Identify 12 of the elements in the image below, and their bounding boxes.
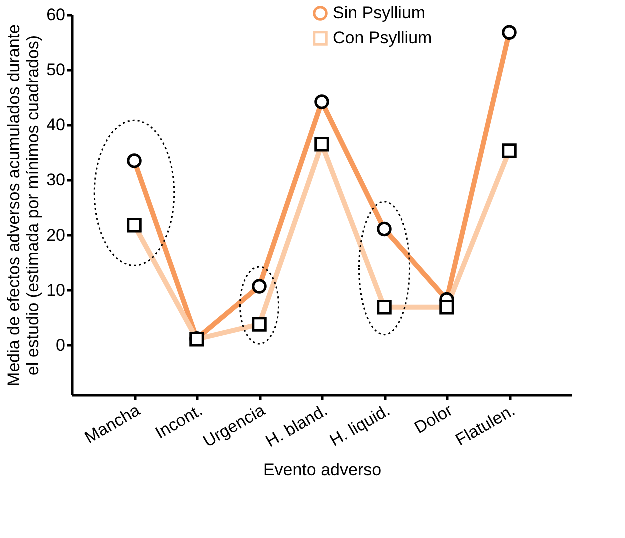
y-tick-label: 40 <box>46 116 66 135</box>
legend-label: Con Psyllium <box>333 28 432 48</box>
y-axis-title: Media de efectos adversos acumulados durante el estudio (estimada por mínimos cuadrados) <box>4 24 43 386</box>
y-tick-label: 60 <box>46 6 66 24</box>
y-tick-label: 20 <box>46 226 66 245</box>
x-axis-title: Evento adverso <box>263 460 382 480</box>
y-tick-label: 50 <box>46 60 66 80</box>
y-tick-label: 10 <box>46 280 66 300</box>
legend-label: Sin Psyllium <box>333 4 426 22</box>
y-tick-label: 0 <box>56 336 66 355</box>
x-tick-label: Dolor <box>411 400 456 438</box>
y-tick-label: 30 <box>46 170 66 190</box>
